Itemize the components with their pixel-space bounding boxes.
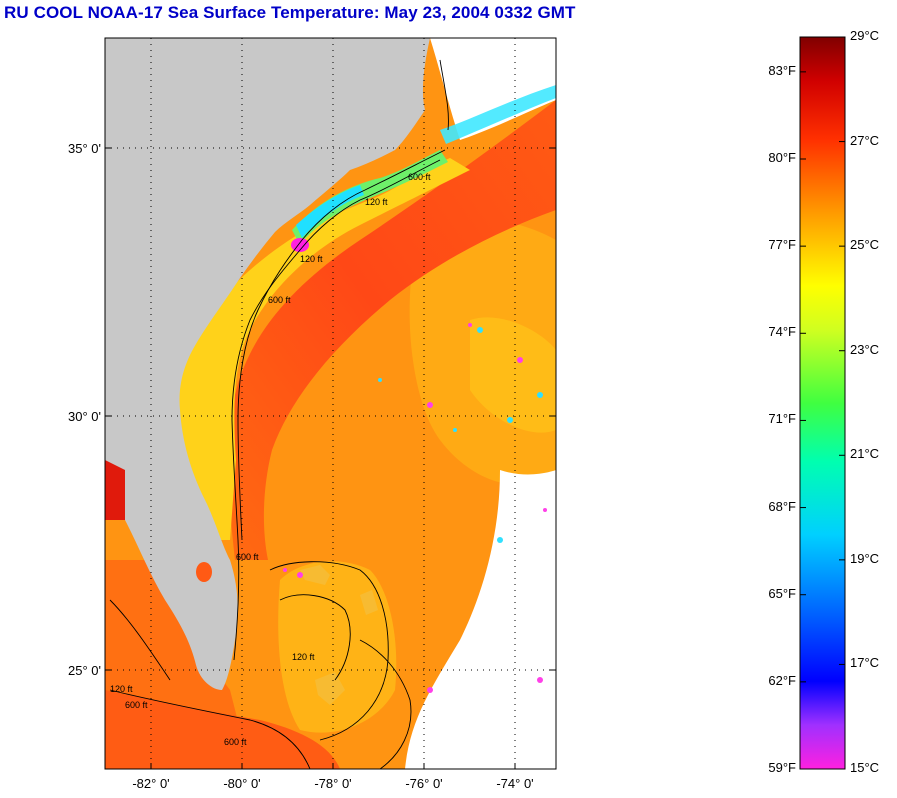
colorbar-ticks — [800, 36, 845, 770]
colorbar-label-f: 71°F — [768, 411, 796, 427]
colorbar-label-c: 27°C — [850, 132, 880, 148]
contour-label: 600 ft — [268, 295, 291, 305]
contour-label-group: 120 ft 600 ft 120 ft 600 ft 600 ft 120 f… — [110, 172, 431, 747]
lon-label-74: -74° 0' — [496, 776, 533, 791]
lake-okeechobee — [196, 562, 212, 582]
axis-ticks — [105, 147, 556, 769]
florida-straits — [105, 690, 340, 769]
colorbar-svg — [799, 36, 846, 770]
map-frame — [104, 37, 557, 770]
contour-label: 120 ft — [365, 197, 388, 207]
cool-speckles — [378, 327, 543, 543]
colorbar-label-f: 80°F — [768, 150, 796, 165]
colorbar-label-f: 74°F — [768, 324, 796, 340]
contour-label: 600 ft — [125, 700, 148, 710]
colorbar-label-f: 83°F — [768, 62, 796, 78]
contour-label: 120 ft — [110, 684, 133, 694]
west-florida-warm — [105, 460, 125, 520]
lon-label-78: -78° 0' — [314, 776, 351, 791]
lon-label-76: -76° 0' — [405, 776, 442, 791]
colorbar-label-c: 17°C — [850, 655, 880, 671]
east-cloud-area — [405, 470, 556, 769]
gulf-stream — [228, 100, 556, 560]
cloud-speckles — [283, 323, 547, 693]
contour-label: 600 ft — [408, 172, 431, 182]
colorbar-label-f: 77°F — [768, 237, 796, 253]
land-mainland — [105, 38, 430, 690]
colorbar-label-f: 62°F — [768, 672, 796, 688]
colorbar-label-f: 68°F — [768, 498, 796, 514]
colorbar-label-c: 21°C — [850, 446, 880, 462]
colorbar-label-c: 23°C — [850, 341, 880, 357]
contour-label: 600 ft — [224, 737, 247, 747]
contour-label: 120 ft — [292, 652, 315, 662]
colorbar: 83°F 80°F 77°F 74°F 71°F 68°F 65°F 62°F 59°F 29°… — [740, 26, 897, 793]
colorbar-label-c: 29°C — [850, 28, 880, 43]
offshore-yellow-patch — [470, 317, 556, 433]
colorbar-label-f: 59°F — [768, 760, 796, 775]
colorbar-gradient — [799, 36, 846, 770]
lat-label-35: 35° 0' — [68, 141, 101, 156]
lat-label-30: 30° 0' — [68, 409, 101, 424]
contour-label: 120 ft — [300, 254, 323, 264]
north-cloud-area — [430, 38, 556, 140]
sst-map[interactable]: 120 ft 600 ft 120 ft 600 ft 600 ft 120 f… — [0, 0, 600, 793]
map-title: RU COOL NOAA-17 Sea Surface Temperature:… — [4, 3, 576, 22]
colorbar-label-c: 19°C — [850, 550, 880, 566]
lat-label-25: 25° 0' — [68, 663, 101, 678]
nearshore-cool-water — [292, 150, 448, 245]
colorbar-label-c: 25°C — [850, 237, 880, 253]
contour-label: 600 ft — [236, 552, 259, 562]
colorbar-label-c: 15°C — [850, 760, 880, 775]
bahamas-bank — [278, 561, 397, 733]
lon-label-80: -80° 0' — [223, 776, 260, 791]
bathymetry-contours — [109, 59, 449, 769]
lon-label-82: -82° 0' — [132, 776, 169, 791]
north-cool-water — [440, 85, 556, 144]
colorbar-label-f: 65°F — [768, 585, 796, 601]
